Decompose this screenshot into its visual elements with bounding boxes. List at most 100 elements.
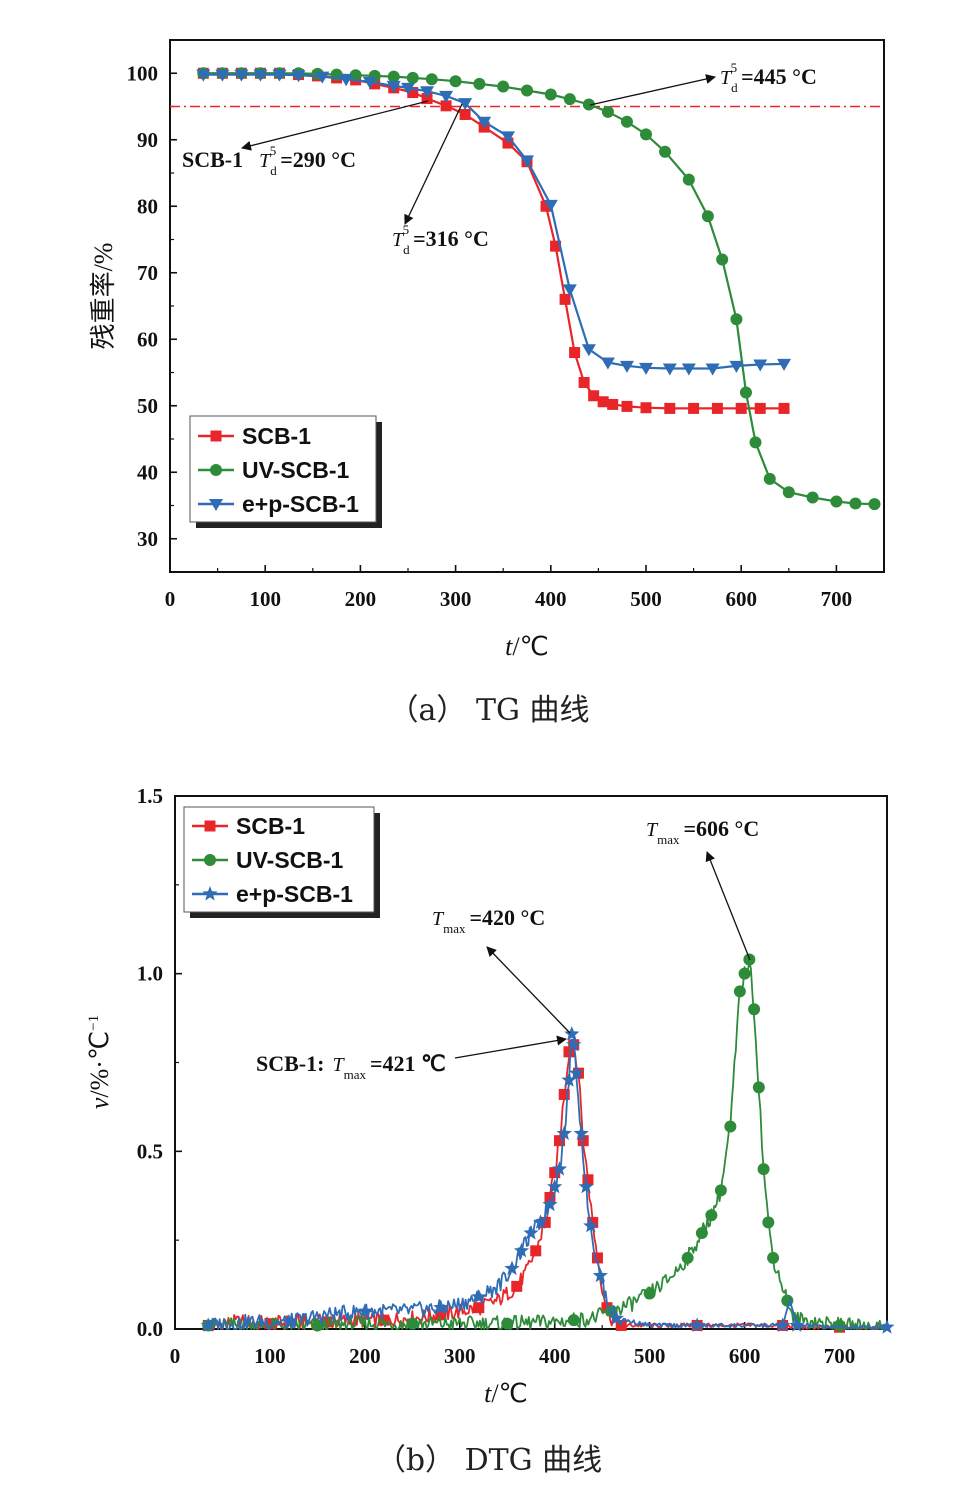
- tg-point: [582, 98, 595, 111]
- tg-arrow-290: [241, 100, 429, 151]
- tg-point: [597, 396, 609, 408]
- dtg-point: [530, 1245, 542, 1257]
- dtg-point: [578, 1178, 594, 1194]
- dtg-xtick-label: 0: [170, 1344, 181, 1368]
- tg-point: [730, 313, 743, 326]
- dtg-series-e-p-scb-1: [200, 1026, 895, 1334]
- tg-point: [291, 70, 306, 83]
- dtg-point: [643, 1287, 656, 1300]
- dtg-xtick-label: 400: [539, 1344, 571, 1368]
- tg-point: [458, 98, 473, 111]
- dtg-point: [511, 1280, 523, 1292]
- tg-point: [421, 93, 433, 105]
- dtg-xtick-label: 700: [824, 1344, 856, 1368]
- dtg-xtick-label: 300: [444, 1344, 476, 1368]
- tg-point: [682, 173, 695, 186]
- dtg-legend: SCB-1 UV-SCB-1 e+p-SCB-1: [183, 806, 380, 918]
- tg-ytick-label: 90: [137, 128, 158, 152]
- tg-ytick-label: 60: [137, 327, 158, 351]
- tg-xtick-label: 0: [165, 587, 176, 611]
- dtg-ytick-label: 0.0: [137, 1317, 163, 1341]
- tg-point: [705, 363, 720, 376]
- dtg-point: [567, 1314, 580, 1327]
- dtg-point: [767, 1251, 780, 1264]
- dtg-annotation-421: SCB-1: Tmax =421 ℃: [256, 1035, 567, 1082]
- dtg-ytick-label: 1.0: [137, 962, 163, 986]
- tg-point: [315, 71, 330, 84]
- tg-point: [407, 87, 419, 99]
- tg-point: [778, 402, 790, 414]
- tg-point: [659, 145, 672, 158]
- dtg-point: [705, 1209, 718, 1222]
- tg-point: [569, 347, 581, 359]
- tg-axis-ticks: 0 100 200 300 400 500 600 700 30 40 50 60 70 80 90 100: [127, 61, 853, 611]
- dtg-point: [473, 1302, 485, 1314]
- tg-point: [664, 402, 676, 414]
- tg-point: [578, 376, 590, 388]
- tg-point: [439, 90, 454, 103]
- tg-point: [754, 402, 766, 414]
- dtg-arrow-420: [486, 946, 571, 1034]
- tg-point: [621, 400, 633, 412]
- tg-xtick-label: 500: [630, 587, 662, 611]
- tg-point: [425, 73, 438, 86]
- tg-point: [806, 491, 819, 504]
- tg-point: [763, 472, 776, 485]
- dtg-series-line: [208, 961, 888, 1330]
- tg-point: [420, 86, 435, 99]
- tg-point: [662, 363, 677, 376]
- dtg-point: [542, 1196, 558, 1212]
- tg-point: [688, 402, 700, 414]
- tg-xtick-label: 100: [249, 587, 281, 611]
- dtg-point: [775, 1317, 791, 1332]
- tg-series-line: [203, 72, 784, 410]
- tg-xlabel: t/℃: [505, 632, 549, 661]
- tg-point: [477, 116, 492, 129]
- dtg-annotation-420: Tmax =420 °C: [432, 905, 571, 1034]
- tg-point: [540, 200, 552, 212]
- tg-point: [640, 402, 652, 414]
- dtg-point: [501, 1317, 514, 1330]
- dtg-point: [695, 1227, 708, 1240]
- tg-point: [601, 105, 614, 118]
- svg-text:SCB-1:Tmax=421 ℃: SCB-1: Tmax =421 ℃: [256, 1051, 446, 1082]
- tg-point: [868, 498, 881, 511]
- tg-legend-label: e+p-SCB-1: [242, 491, 359, 517]
- tg-point: [196, 69, 211, 82]
- tg-point: [640, 128, 652, 141]
- tg-point: [349, 69, 362, 82]
- tg-point: [234, 69, 249, 82]
- tg-point: [830, 495, 843, 508]
- dtg-point: [553, 1135, 565, 1147]
- tg-point: [440, 100, 452, 112]
- dtg-point: [281, 1313, 297, 1329]
- dtg-legend-marker: [202, 886, 218, 901]
- tg-point: [544, 88, 557, 101]
- dtg-point: [748, 1003, 761, 1016]
- dtg-point: [523, 1225, 539, 1240]
- tg-point: [581, 344, 596, 357]
- dtg-xtick-label: 600: [729, 1344, 761, 1368]
- tg-point: [849, 497, 862, 510]
- tg-point: [406, 71, 419, 84]
- dtg-point: [200, 1317, 216, 1332]
- dtg-arrow-606: [705, 851, 751, 961]
- tg-legend-marker: [209, 499, 223, 511]
- dtg-point: [435, 1309, 447, 1321]
- tg-point: [459, 108, 471, 120]
- dtg-point: [752, 1081, 765, 1094]
- dtg-point: [738, 967, 751, 980]
- dtg-point: [504, 1260, 520, 1276]
- dtg-legend-marker: [204, 820, 216, 832]
- tg-point: [600, 357, 615, 370]
- tg-annotation-290: SCB-1 Td5 =290 °C: [182, 100, 429, 178]
- dtg-point: [532, 1214, 549, 1229]
- dtg-series-line: [207, 1044, 888, 1330]
- dtg-annotation-606: Tmax =606 °C: [646, 816, 759, 961]
- tg-point: [562, 284, 577, 297]
- dtg-ytick-label: 0.5: [137, 1139, 163, 1163]
- dtg-legend-label: e+p-SCB-1: [236, 881, 353, 907]
- tg-point: [559, 293, 571, 305]
- dtg-ylabel: v/%·℃−1: [85, 1015, 114, 1109]
- dtg-point: [569, 1065, 585, 1080]
